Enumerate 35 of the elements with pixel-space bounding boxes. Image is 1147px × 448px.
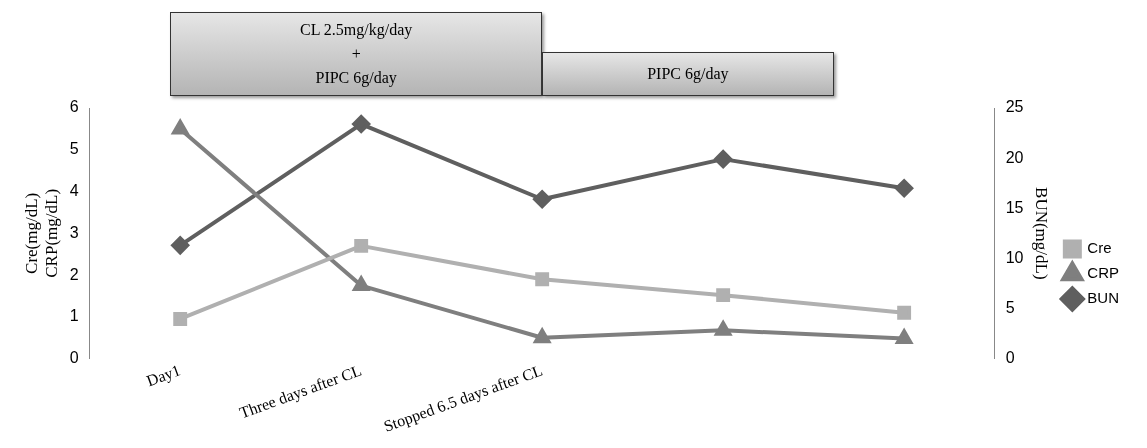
text: PIPC 6g/day [542,52,834,96]
y-tick-label: 3 [69,223,79,241]
legend-label: BUN [1087,289,1119,307]
y-tick-label: 2 [69,265,79,283]
y-tick-label: 6 [69,98,79,116]
y2-tick-label: 15 [1005,198,1024,216]
point [897,305,912,320]
point [534,328,551,344]
point [895,179,914,198]
point [172,119,189,135]
point [533,190,552,209]
y2-tick-label: 10 [1005,248,1024,266]
point [173,312,188,326]
point [716,288,731,303]
point [535,272,550,287]
y2-tick-label: 5 [1005,298,1015,316]
y2-tick-label: 20 [1005,148,1024,166]
y2-tick-label: 25 [1005,98,1024,116]
point [354,238,369,253]
y-tick-label: 5 [69,140,79,158]
y2-axis-title: BUN(mg/dL) [1032,187,1052,280]
y-tick-label: 0 [69,349,79,367]
y-axis-title: Cre(mg/dL) CRP(mg/dL) [21,188,62,278]
legend-label: CRP [1087,264,1119,282]
point [352,115,371,134]
y-tick-label: 1 [69,307,79,325]
point [715,321,732,336]
point [714,150,733,169]
legend-label: Cre [1087,239,1112,257]
x-tick-label: Day1 [144,361,183,391]
y-tick-label: 4 [69,181,79,199]
text: CL 2.5mg/kg/day + PIPC 6g/day [170,12,543,96]
y2-tick-label: 0 [1005,349,1015,367]
x-tick-label: Three days after CL [237,361,364,423]
point [171,236,190,255]
